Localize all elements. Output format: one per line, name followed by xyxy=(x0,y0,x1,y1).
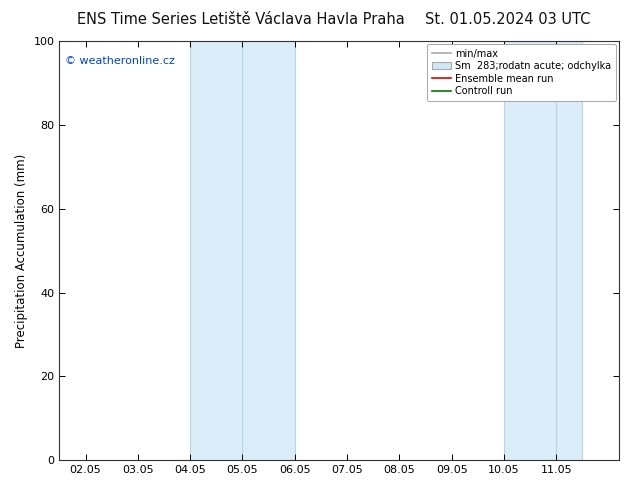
Bar xyxy=(504,41,556,460)
Legend: min/max, Sm  283;rodatn acute; odchylka, Ensemble mean run, Controll run: min/max, Sm 283;rodatn acute; odchylka, … xyxy=(427,44,616,101)
Bar xyxy=(190,41,242,460)
Bar xyxy=(242,41,295,460)
Text: St. 01.05.2024 03 UTC: St. 01.05.2024 03 UTC xyxy=(425,12,590,27)
Y-axis label: Precipitation Accumulation (mm): Precipitation Accumulation (mm) xyxy=(15,153,28,348)
Text: ENS Time Series Letiště Václava Havla Praha: ENS Time Series Letiště Václava Havla Pr… xyxy=(77,12,404,27)
Text: © weatheronline.cz: © weatheronline.cz xyxy=(65,56,175,66)
Bar xyxy=(556,41,583,460)
